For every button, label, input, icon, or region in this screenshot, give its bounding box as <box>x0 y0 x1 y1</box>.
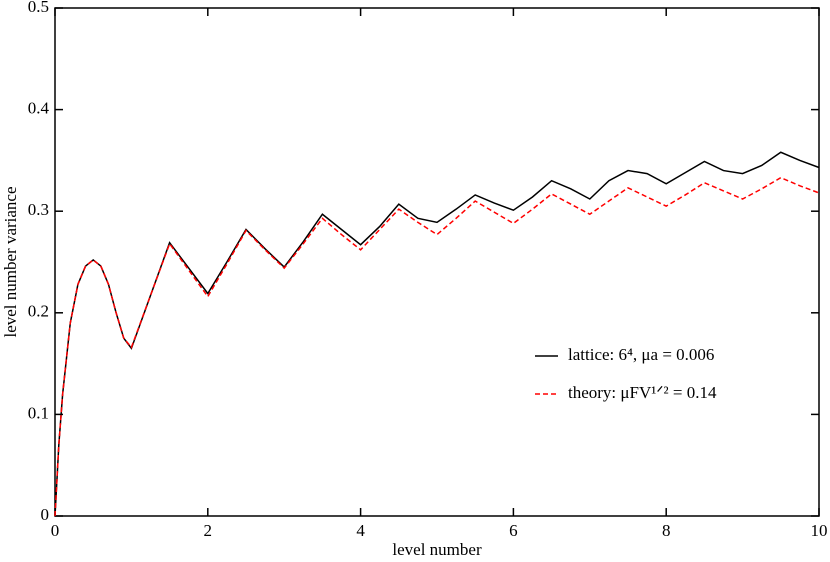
y-tick-label: 0.5 <box>28 0 49 16</box>
x-tick-label: 4 <box>356 521 365 540</box>
series-line <box>54 151 820 517</box>
x-tick-label: 6 <box>509 521 518 540</box>
x-tick-label: 8 <box>662 521 671 540</box>
legend-label: lattice: 6⁴, μa = 0.006 <box>568 345 714 364</box>
y-tick-label: 0.1 <box>28 403 49 422</box>
y-tick-label: 0.2 <box>28 302 49 321</box>
x-tick-label: 0 <box>51 521 60 540</box>
plot-frame <box>54 7 820 517</box>
series-line <box>54 176 820 517</box>
x-axis-label: level number <box>392 540 482 559</box>
y-tick-label: 0.4 <box>28 99 50 118</box>
x-tick-label: 2 <box>204 521 213 540</box>
y-axis-label: level number variance <box>1 186 20 337</box>
y-tick-label: 0.3 <box>28 200 49 219</box>
y-tick-label: 0 <box>41 505 50 524</box>
legend-label: theory: μFV¹ᐟ² = 0.14 <box>568 383 717 402</box>
x-tick-label: 10 <box>811 521 828 540</box>
